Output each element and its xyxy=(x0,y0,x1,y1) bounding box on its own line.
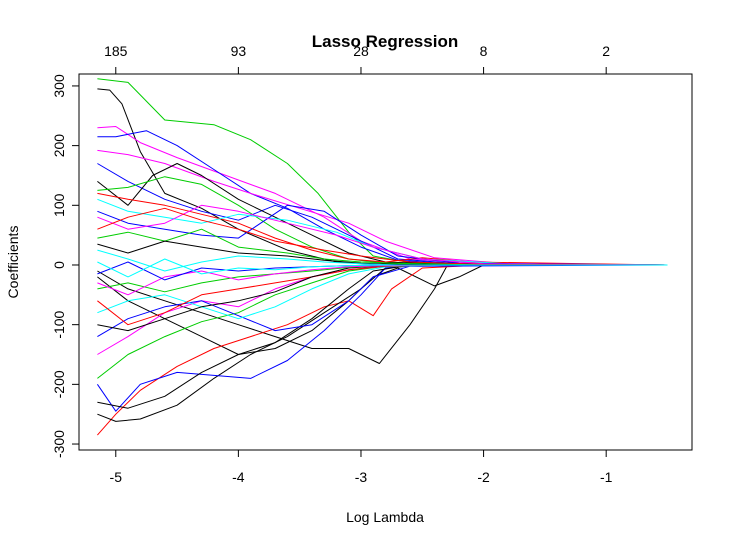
x-tick-label: -3 xyxy=(355,469,368,485)
x-tick-label: -5 xyxy=(110,469,123,485)
series-line-path-black-6 xyxy=(97,264,668,422)
chart-title: Lasso Regression xyxy=(312,32,458,51)
top-tick-label: 8 xyxy=(480,43,488,59)
x-axis-label: Log Lambda xyxy=(346,509,424,525)
y-axis: -300 -200 -100 0 100 200 300 xyxy=(51,74,80,458)
series-line-path-blue-2 xyxy=(97,163,668,266)
x-tick-label: -1 xyxy=(600,469,613,485)
series-line-path-blue-5 xyxy=(97,264,668,338)
top-axis: 185 93 28 8 2 xyxy=(104,43,610,75)
y-tick-label: 200 xyxy=(51,134,67,158)
series-line-path-black-1 xyxy=(97,88,668,266)
top-tick-label: 28 xyxy=(353,43,369,59)
series-line-path-blue-1 xyxy=(97,130,668,266)
series-line-path-green-3 xyxy=(97,228,668,266)
x-tick-label: -4 xyxy=(232,469,245,485)
x-tick-label: -2 xyxy=(477,469,490,485)
y-tick-label: -100 xyxy=(51,310,67,338)
series-line-path-cyan-4 xyxy=(97,258,668,278)
series-line-path-cyan-1 xyxy=(97,198,668,266)
series-line-path-black-8 xyxy=(97,264,668,332)
series-line-path-black-4 xyxy=(97,264,668,364)
series-line-path-red-2 xyxy=(97,207,668,266)
series-line-path-magenta-2 xyxy=(97,149,668,266)
y-tick-label: -200 xyxy=(51,370,67,398)
series-line-path-black-2 xyxy=(97,163,668,266)
x-axis: -5 -4 -3 -2 -1 xyxy=(110,449,613,485)
y-tick-label: 0 xyxy=(51,261,67,269)
series-line-path-red-3 xyxy=(97,264,668,436)
top-tick-label: 2 xyxy=(602,43,610,59)
series-layer xyxy=(96,78,668,436)
top-tick-label: 185 xyxy=(104,43,128,59)
series-line-path-green-1 xyxy=(97,78,668,266)
series-line-path-black-7 xyxy=(97,264,668,409)
series-line-path-magenta-3 xyxy=(97,204,668,266)
series-line-path-green-4 xyxy=(97,264,668,379)
series-line-path-black-5 xyxy=(97,264,668,355)
series-line-path-magenta-4 xyxy=(97,264,668,355)
y-axis-label: Coefficients xyxy=(5,226,21,299)
y-tick-label: -300 xyxy=(51,430,67,458)
y-tick-label: 300 xyxy=(51,74,67,98)
y-tick-label: 100 xyxy=(51,193,67,217)
top-tick-label: 93 xyxy=(231,43,247,59)
